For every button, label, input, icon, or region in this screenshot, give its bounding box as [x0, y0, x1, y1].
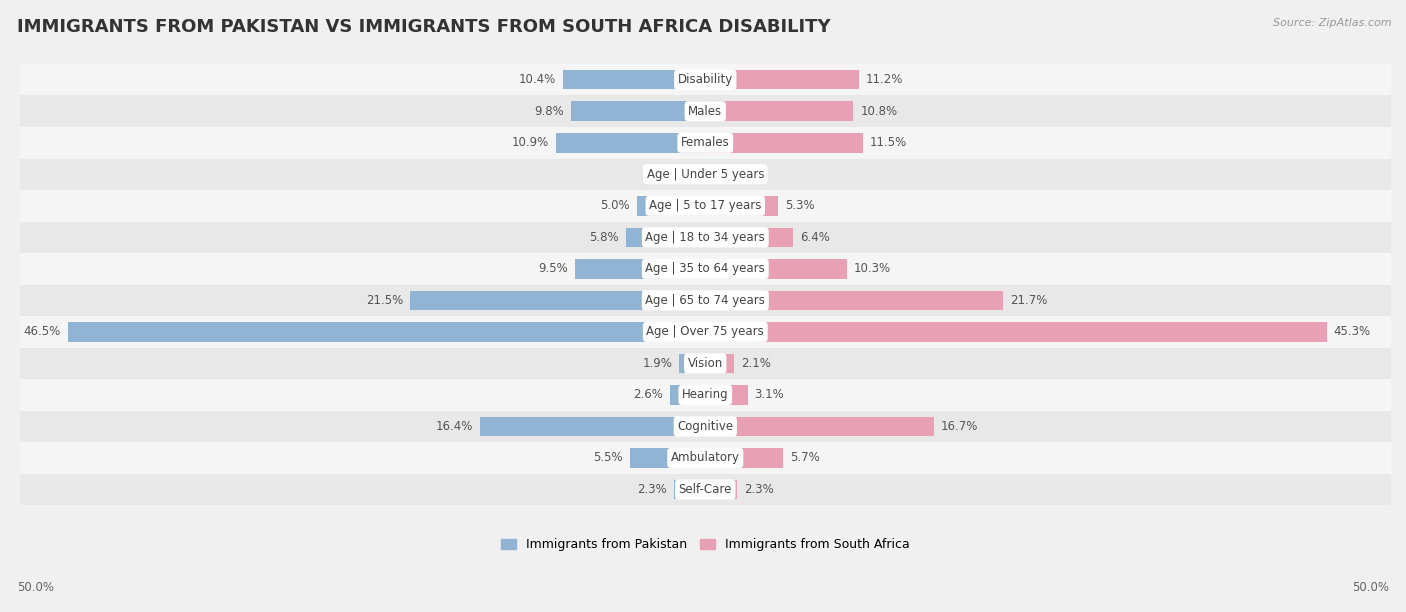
Text: 2.6%: 2.6%: [633, 389, 662, 401]
Text: 9.8%: 9.8%: [534, 105, 564, 118]
Bar: [571, 102, 706, 121]
Text: 50.0%: 50.0%: [1353, 581, 1389, 594]
Text: Ambulatory: Ambulatory: [671, 452, 740, 465]
Text: 5.3%: 5.3%: [785, 200, 814, 212]
Text: Age | 65 to 74 years: Age | 65 to 74 years: [645, 294, 765, 307]
Bar: [67, 322, 706, 341]
Bar: [690, 165, 706, 184]
Text: Age | 35 to 64 years: Age | 35 to 64 years: [645, 263, 765, 275]
Text: 11.2%: 11.2%: [866, 73, 903, 86]
Bar: [20, 379, 1391, 411]
Bar: [20, 348, 1391, 379]
Text: Source: ZipAtlas.com: Source: ZipAtlas.com: [1274, 18, 1392, 28]
Bar: [20, 127, 1391, 159]
Bar: [669, 385, 706, 405]
Text: 1.1%: 1.1%: [654, 168, 683, 181]
Text: 21.7%: 21.7%: [1010, 294, 1047, 307]
Text: 45.3%: 45.3%: [1333, 326, 1371, 338]
Bar: [679, 354, 706, 373]
Bar: [706, 133, 863, 152]
Text: Cognitive: Cognitive: [678, 420, 734, 433]
Text: 50.0%: 50.0%: [17, 581, 53, 594]
Bar: [706, 480, 737, 499]
Text: 1.2%: 1.2%: [728, 168, 758, 181]
Text: Age | Over 75 years: Age | Over 75 years: [647, 326, 763, 338]
Text: Age | 18 to 34 years: Age | 18 to 34 years: [645, 231, 765, 244]
Bar: [562, 70, 706, 89]
Text: Disability: Disability: [678, 73, 733, 86]
Bar: [20, 474, 1391, 506]
Bar: [706, 448, 783, 468]
Bar: [706, 259, 846, 278]
Text: 2.3%: 2.3%: [744, 483, 773, 496]
Legend: Immigrants from Pakistan, Immigrants from South Africa: Immigrants from Pakistan, Immigrants fro…: [496, 534, 914, 556]
Text: 11.5%: 11.5%: [870, 136, 907, 149]
Bar: [630, 448, 706, 468]
Bar: [20, 411, 1391, 442]
Text: 16.4%: 16.4%: [436, 420, 474, 433]
Text: 5.8%: 5.8%: [589, 231, 619, 244]
Text: Vision: Vision: [688, 357, 723, 370]
Text: 10.9%: 10.9%: [512, 136, 548, 149]
Text: 2.3%: 2.3%: [637, 483, 666, 496]
Text: Males: Males: [688, 105, 723, 118]
Bar: [706, 354, 734, 373]
Text: 1.9%: 1.9%: [643, 357, 672, 370]
Text: 9.5%: 9.5%: [538, 263, 568, 275]
Bar: [706, 322, 1326, 341]
Bar: [20, 253, 1391, 285]
Bar: [20, 64, 1391, 95]
Text: 5.5%: 5.5%: [593, 452, 623, 465]
Bar: [626, 228, 706, 247]
Bar: [575, 259, 706, 278]
Text: 10.4%: 10.4%: [519, 73, 555, 86]
Text: Females: Females: [681, 136, 730, 149]
Bar: [706, 291, 1002, 310]
Text: 3.1%: 3.1%: [755, 389, 785, 401]
Bar: [20, 285, 1391, 316]
Bar: [706, 70, 859, 89]
Bar: [706, 196, 778, 215]
Text: Self-Care: Self-Care: [679, 483, 733, 496]
Bar: [411, 291, 706, 310]
Text: 5.7%: 5.7%: [790, 452, 820, 465]
Bar: [20, 95, 1391, 127]
Text: 10.8%: 10.8%: [860, 105, 897, 118]
Bar: [20, 442, 1391, 474]
Bar: [706, 102, 853, 121]
Bar: [20, 190, 1391, 222]
Text: 46.5%: 46.5%: [24, 326, 60, 338]
Bar: [706, 417, 935, 436]
Text: 21.5%: 21.5%: [367, 294, 404, 307]
Bar: [20, 222, 1391, 253]
Text: 10.3%: 10.3%: [853, 263, 890, 275]
Bar: [555, 133, 706, 152]
Text: IMMIGRANTS FROM PAKISTAN VS IMMIGRANTS FROM SOUTH AFRICA DISABILITY: IMMIGRANTS FROM PAKISTAN VS IMMIGRANTS F…: [17, 18, 831, 36]
Bar: [706, 165, 721, 184]
Text: Age | 5 to 17 years: Age | 5 to 17 years: [650, 200, 762, 212]
Text: Hearing: Hearing: [682, 389, 728, 401]
Bar: [673, 480, 706, 499]
Bar: [706, 385, 748, 405]
Bar: [706, 228, 793, 247]
Bar: [20, 159, 1391, 190]
Bar: [20, 316, 1391, 348]
Text: Age | Under 5 years: Age | Under 5 years: [647, 168, 763, 181]
Bar: [481, 417, 706, 436]
Text: 2.1%: 2.1%: [741, 357, 770, 370]
Text: 5.0%: 5.0%: [600, 200, 630, 212]
Text: 6.4%: 6.4%: [800, 231, 830, 244]
Bar: [637, 196, 706, 215]
Text: 16.7%: 16.7%: [941, 420, 979, 433]
